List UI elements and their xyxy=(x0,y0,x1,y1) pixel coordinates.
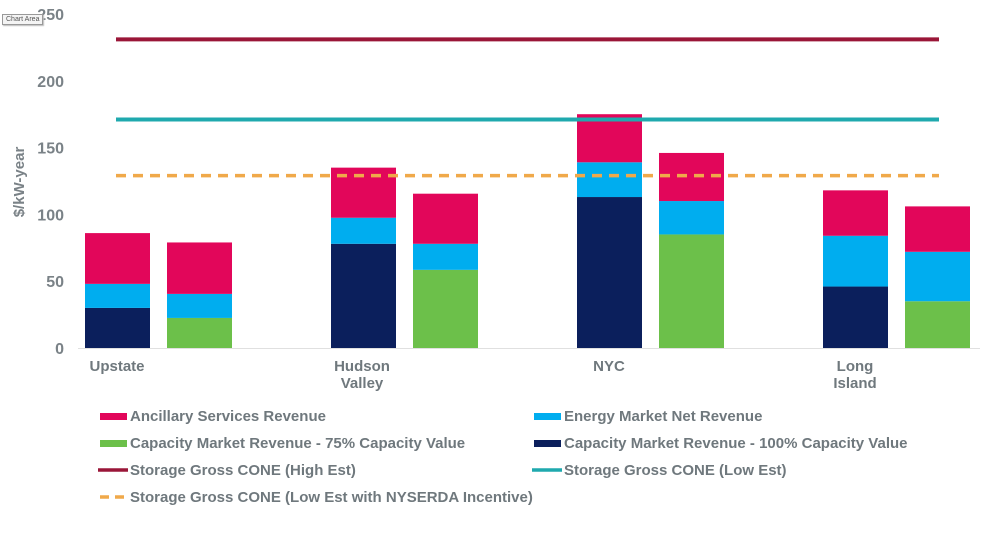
bar-ancillary-services xyxy=(823,190,888,236)
y-tick-label: 50 xyxy=(46,274,64,291)
bar-capacity-75 xyxy=(659,234,724,348)
x-tick-label: Valley xyxy=(341,375,384,392)
chart-area-tooltip: Chart Area xyxy=(2,14,44,25)
bar-ancillary-services xyxy=(167,242,232,294)
x-tick-label: Long xyxy=(837,358,874,375)
bar-energy-market xyxy=(85,283,150,308)
legend-label: Storage Gross CONE (Low Est) xyxy=(564,462,787,479)
bar-energy-market xyxy=(823,235,888,287)
y-tick-label: 150 xyxy=(37,141,64,158)
bar-energy-market xyxy=(331,217,396,244)
bar-energy-market xyxy=(577,162,642,198)
legend-label: Capacity Market Revenue - 100% Capacity … xyxy=(564,435,908,452)
legend-label: Ancillary Services Revenue xyxy=(130,408,326,425)
legend-label: Capacity Market Revenue - 75% Capacity V… xyxy=(130,435,465,452)
bar-capacity-100 xyxy=(823,286,888,348)
bar-capacity-100 xyxy=(577,197,642,348)
bar-energy-market xyxy=(659,201,724,235)
x-tick-label: NYC xyxy=(593,358,625,375)
bar-capacity-100 xyxy=(85,307,150,348)
bar-capacity-75 xyxy=(167,317,232,348)
y-tick-label: 200 xyxy=(37,74,64,91)
reference-lines xyxy=(116,37,939,178)
legend-swatch xyxy=(534,440,561,447)
bar-ancillary-services xyxy=(905,206,970,252)
legend-swatch xyxy=(100,413,127,420)
legend-swatch xyxy=(100,440,127,447)
y-tick-label: 250 xyxy=(37,7,64,24)
legend-label: Energy Market Net Revenue xyxy=(564,408,762,425)
legend-swatch xyxy=(534,413,561,420)
legend-label: Storage Gross CONE (Low Est with NYSERDA… xyxy=(130,489,533,506)
bar-capacity-75 xyxy=(905,301,970,348)
bars xyxy=(85,114,970,348)
bar-energy-market xyxy=(167,293,232,318)
x-tick-label: Island xyxy=(833,375,876,392)
y-tick-label: 100 xyxy=(37,207,64,224)
bar-energy-market xyxy=(905,251,970,302)
bar-ancillary-services xyxy=(413,193,478,244)
bar-ancillary-services xyxy=(577,114,642,163)
bar-capacity-100 xyxy=(331,243,396,348)
legend: Ancillary Services Revenue Energy Market … xyxy=(98,408,908,506)
bar-capacity-75 xyxy=(413,269,478,348)
x-tick-label: Upstate xyxy=(89,358,144,375)
bar-energy-market xyxy=(413,243,478,270)
bar-ancillary-services xyxy=(85,233,150,284)
y-axis: 0 50 100 150 200 250 xyxy=(37,7,64,358)
y-axis-label: $/kW-year xyxy=(11,147,28,218)
legend-label: Storage Gross CONE (High Est) xyxy=(130,462,356,479)
y-tick-label: 0 xyxy=(55,341,64,358)
x-tick-label: Hudson xyxy=(334,358,390,375)
